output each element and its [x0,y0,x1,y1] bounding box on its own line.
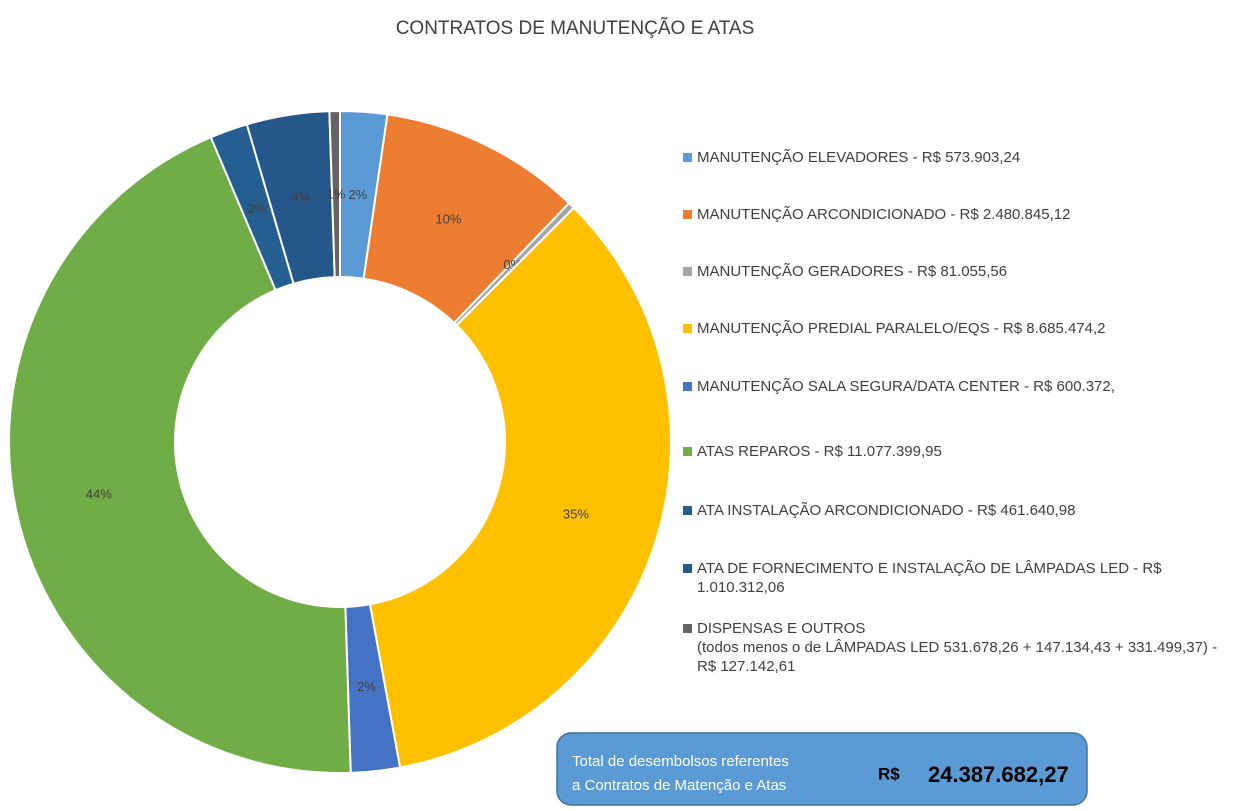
legend-label: MANUTENÇÃO ELEVADORES - R$ 573.903,24 [697,149,1021,166]
legend-entry: MANUTENÇÃO GERADORES - R$ 81.055,56 [683,262,1243,281]
data-label: 44% [86,487,112,502]
data-label: 10% [435,211,461,226]
legend-swatch [683,624,692,633]
legend-label: ATAS REPAROS - R$ 11.077.399,95 [697,443,942,460]
data-label: 1% [327,186,346,201]
legend-label: MANUTENÇÃO SALA SEGURA/DATA CENTER - R$ … [697,378,1115,395]
legend-swatch [683,506,692,515]
total-currency: R$ [878,764,900,783]
slice [328,109,341,279]
data-label: 2% [357,679,376,694]
legend-label: MANUTENÇÃO GERADORES - R$ 81.055,56 [697,263,1008,280]
total-box [556,732,1088,806]
legend-entry: DISPENSAS E OUTROS (todos menos o de LÂM… [683,619,1243,676]
legend-label: MANUTENÇÃO ARCONDICIONADO - R$ 2.480.845… [697,206,1071,223]
legend-entry: MANUTENÇÃO SALA SEGURA/DATA CENTER - R$ … [683,377,1243,396]
legend-label: DISPENSAS E OUTROS (todos menos o de LÂM… [697,620,1218,675]
legend-swatch [683,267,692,276]
legend-entry: MANUTENÇÃO PREDIAL PARALELO/EQS - R$ 8.6… [683,319,1243,338]
legend-label: ATA DE FORNECIMENTO E INSTALAÇÃO DE LÂMP… [697,560,1162,596]
legend-swatch [683,324,692,333]
legend-label: MANUTENÇÃO PREDIAL PARALELO/EQS - R$ 8.6… [697,320,1106,337]
data-label: 4% [292,190,311,205]
slice [8,135,352,774]
legend-label: ATA INSTALAÇÃO ARCONDICIONADO - R$ 461.6… [697,502,1076,519]
legend-swatch [683,210,692,219]
data-label: 2% [348,187,367,202]
data-label: 35% [563,507,589,522]
total-text: Total de desembolsos referentes a Contrat… [572,753,789,794]
total-amount: 24.387.682,27 [928,762,1069,787]
legend-entry: ATAS REPAROS - R$ 11.077.399,95 [683,442,1243,461]
data-label: 2% [248,201,267,216]
legend-entry: MANUTENÇÃO ELEVADORES - R$ 573.903,24 [683,148,1243,167]
legend-entry: MANUTENÇÃO ARCONDICIONADO - R$ 2.480.845… [683,205,1243,224]
legend-swatch [683,564,692,573]
chart-title: CONTRATOS DE MANUTENÇÃO E ATAS [396,17,755,39]
legend-swatch [683,153,692,162]
legend-entry: ATA DE FORNECIMENTO E INSTALAÇÃO DE LÂMP… [683,559,1243,597]
legend-swatch [683,447,692,456]
slice [368,206,672,769]
legend-swatch [683,382,692,391]
legend-entry: ATA INSTALAÇÃO ARCONDICIONADO - R$ 461.6… [683,501,1243,520]
